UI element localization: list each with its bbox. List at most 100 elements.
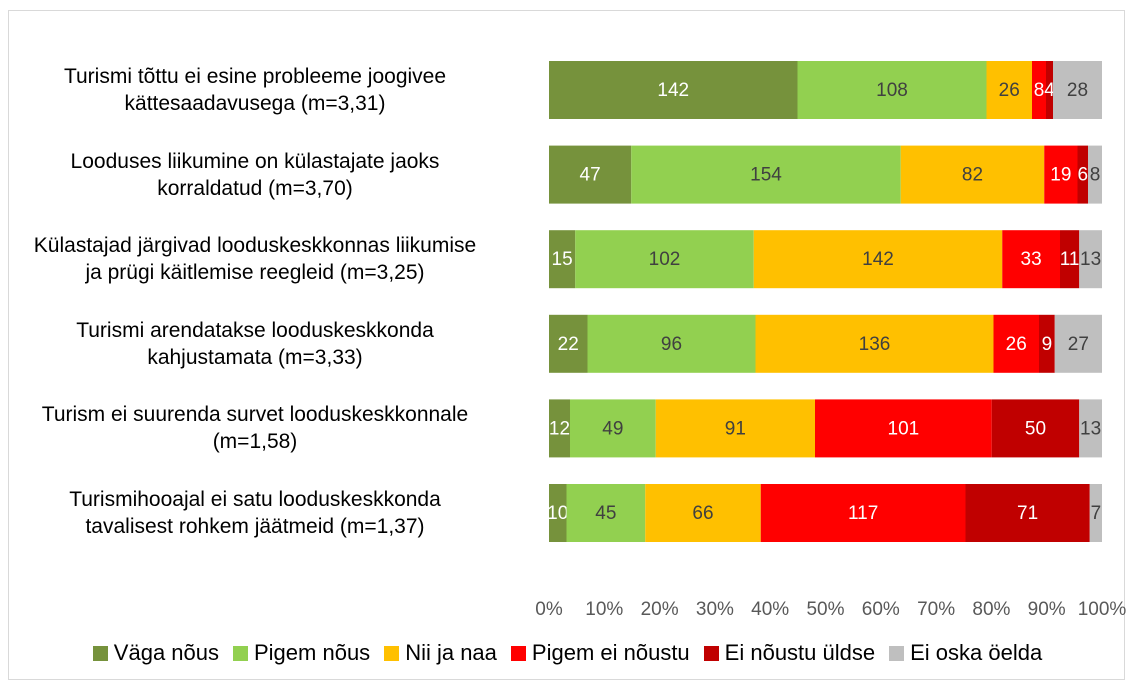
data-label: 7	[1091, 503, 1102, 524]
data-label: 91	[725, 418, 746, 439]
bar-segment	[549, 399, 570, 458]
data-label: 101	[888, 418, 920, 439]
bar-segment	[1039, 314, 1055, 373]
data-label: 66	[692, 503, 713, 524]
data-label: 9	[1042, 334, 1053, 355]
legend-item: Pigem ei nõustu	[510, 640, 690, 666]
legend-label: Ei nõustu üldse	[724, 640, 876, 665]
bar-segment	[1088, 145, 1102, 204]
bar-segment	[1002, 230, 1060, 289]
data-label: 26	[1006, 334, 1027, 355]
category-label: Turismi arendatakse looduskeskkonda kahj…	[76, 318, 434, 369]
bar-segment	[631, 145, 901, 204]
bar-segment	[1032, 61, 1046, 119]
category-label: Turismi tõttu ei esine probleeme joogive…	[63, 65, 447, 115]
x-tick-label: 100%	[1078, 599, 1127, 620]
data-label: 71	[1017, 503, 1038, 524]
bar-segment	[1089, 484, 1102, 542]
bar-segment	[1046, 61, 1053, 119]
data-label: 8	[1090, 165, 1101, 186]
x-tick-label: 70%	[917, 599, 955, 620]
legend-label: Pigem nõus	[254, 640, 371, 665]
chart-frame	[8, 10, 1125, 680]
bar-segment	[1077, 145, 1088, 204]
bar-segment	[815, 399, 992, 458]
legend-item: Ei oska öelda	[889, 640, 1042, 666]
bar-segment	[1053, 61, 1102, 119]
bar-segment	[965, 484, 1090, 542]
data-label: 50	[1025, 418, 1046, 439]
bar-segment	[575, 230, 754, 289]
data-label: 15	[552, 249, 573, 270]
data-label: 82	[962, 165, 983, 186]
data-label: 12	[549, 418, 570, 439]
category-label: Looduses liikumine on külastajate jaoks …	[70, 149, 440, 200]
data-label: 13	[1080, 418, 1101, 439]
bar-segment	[797, 61, 987, 119]
legend-label: Ei oska öelda	[910, 640, 1043, 665]
category-label: Turism ei suurenda survet looduskeskkonn…	[41, 403, 469, 454]
x-tick-label: 10%	[585, 599, 623, 620]
x-tick-label: 80%	[972, 599, 1010, 620]
data-label: 22	[558, 334, 579, 355]
legend-label: Nii ja naa	[405, 640, 497, 665]
data-label: 10	[547, 503, 568, 524]
x-tick-label: 40%	[751, 599, 789, 620]
data-label: 49	[602, 418, 623, 439]
data-label: 45	[595, 503, 616, 524]
legend-swatch	[92, 645, 108, 661]
data-label: 142	[657, 80, 689, 101]
bar-segment	[1079, 230, 1102, 289]
bar-segment	[549, 61, 798, 119]
legend-item: Pigem nõus	[233, 640, 370, 666]
data-label: 102	[649, 249, 681, 270]
legend-item: Ei nõustu üldse	[703, 640, 876, 666]
bar-segment	[1044, 145, 1078, 204]
data-label: 47	[580, 165, 601, 186]
x-tick-label: 20%	[641, 599, 679, 620]
bar-segment	[570, 399, 656, 458]
bar-segment	[549, 314, 588, 373]
bar-segment	[566, 484, 646, 542]
data-label: 142	[862, 249, 894, 270]
legend-item: Väga nõus	[92, 640, 219, 666]
category-label: Külastajad järgivad looduskeskkonnas lii…	[33, 234, 477, 285]
data-label: 6	[1077, 165, 1088, 186]
data-label: 27	[1068, 334, 1089, 355]
data-label: 13	[1080, 249, 1101, 270]
bar-segment	[549, 145, 632, 204]
bar-segment	[587, 314, 756, 373]
data-label: 136	[859, 334, 891, 355]
legend-swatch	[889, 645, 905, 661]
data-label: 26	[999, 80, 1020, 101]
bar-segment	[1054, 314, 1102, 373]
data-label: 4	[1044, 80, 1055, 101]
legend: Väga nõus Pigem nõus Nii ja naa Pigem ei nõ…	[0, 640, 1135, 666]
data-label: 11	[1060, 249, 1080, 270]
bar-segment	[549, 230, 576, 289]
bar-segment	[655, 399, 815, 458]
bar-segment	[991, 399, 1080, 458]
bar-segment	[645, 484, 761, 542]
legend-swatch	[703, 645, 719, 661]
data-label: 96	[661, 334, 682, 355]
legend-item: Nii ja naa	[384, 640, 497, 666]
bar-segment	[760, 484, 966, 542]
category-label: Turismihooajal ei satu looduskeskkonda t…	[69, 488, 441, 538]
bar-segment	[1079, 399, 1102, 458]
bar-segment	[755, 314, 994, 373]
x-tick-label: 60%	[862, 599, 900, 620]
data-label: 33	[1021, 249, 1042, 270]
bar-segment	[993, 314, 1039, 373]
data-label: 19	[1050, 165, 1071, 186]
x-tick-label: 0%	[535, 599, 563, 620]
bar-segment	[1060, 230, 1080, 289]
x-tick-label: 90%	[1028, 599, 1066, 620]
bar-segment	[986, 61, 1032, 119]
legend-label: Väga nõus	[113, 640, 219, 665]
legend-label: Pigem ei nõustu	[531, 640, 690, 665]
legend-swatch	[233, 645, 248, 661]
bar-segment	[753, 230, 1003, 289]
